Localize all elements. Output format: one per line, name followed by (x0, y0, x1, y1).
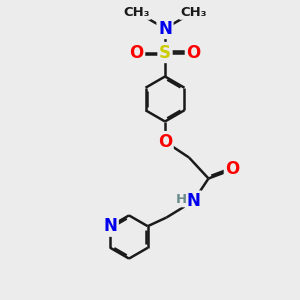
Text: O: O (186, 44, 201, 62)
Text: CH₃: CH₃ (123, 5, 150, 19)
Text: H: H (175, 193, 187, 206)
Text: O: O (129, 44, 144, 62)
Text: S: S (159, 44, 171, 62)
Text: N: N (103, 217, 117, 235)
Text: O: O (158, 133, 172, 151)
Text: N: N (187, 192, 200, 210)
Text: N: N (158, 20, 172, 38)
Text: CH₃: CH₃ (180, 5, 207, 19)
Text: O: O (225, 160, 240, 178)
